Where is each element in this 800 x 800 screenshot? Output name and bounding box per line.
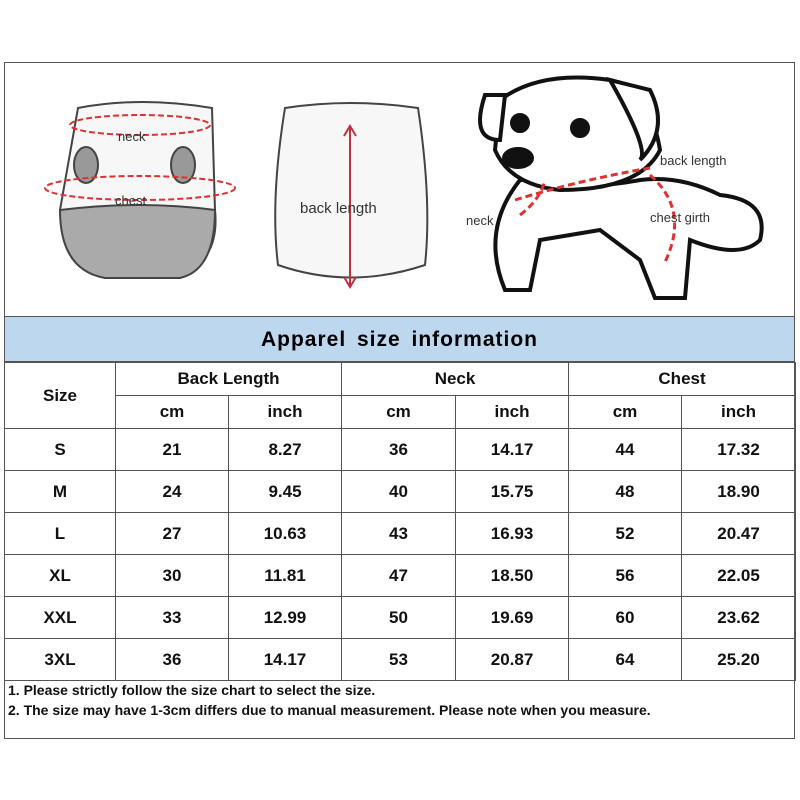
value-cell: 12.99 — [228, 596, 342, 639]
size-cell: M — [4, 470, 116, 513]
dog — [478, 75, 764, 300]
size-cell: S — [4, 428, 116, 471]
value-cell: 48 — [568, 470, 683, 513]
group-header: Chest — [568, 362, 797, 396]
value-cell: 22.05 — [681, 554, 797, 597]
header-cell: Size — [4, 362, 116, 429]
unit-row: cm inch cm inch cm inch — [5, 395, 797, 429]
label: chest girth — [650, 210, 710, 225]
table-title: Apparel size information — [4, 316, 795, 362]
data-row: L 27 10.63 43 16.93 52 20.47 — [4, 512, 797, 555]
vest-front — [44, 101, 236, 279]
value-cell: 47 — [341, 554, 456, 597]
value-cell: 44 — [568, 428, 683, 471]
value-cell: 64 — [568, 638, 683, 681]
value-cell: 40 — [341, 470, 456, 513]
value-cell: 21 — [115, 428, 229, 471]
value-cell: 25.20 — [681, 638, 797, 681]
value-cell: 17.32 — [681, 428, 797, 471]
unit-header: inch — [454, 395, 570, 429]
label: back length — [300, 200, 377, 217]
group-header: Back Length — [115, 362, 342, 396]
unit-header: cm — [568, 395, 683, 429]
size-cell: 3XL — [4, 638, 116, 681]
value-cell: 18.90 — [681, 470, 797, 513]
value-cell: 43 — [341, 512, 456, 555]
size-cell: L — [4, 512, 116, 555]
value-cell: 27 — [115, 512, 229, 555]
value-cell: 60 — [568, 596, 683, 639]
value-cell: 33 — [115, 596, 229, 639]
data-row: S 21 8.27 36 14.17 44 17.32 — [4, 428, 797, 471]
value-cell: 56 — [568, 554, 683, 597]
vest-back — [274, 102, 429, 289]
value-cell: 52 — [568, 512, 683, 555]
value-cell: 24 — [115, 470, 229, 513]
group-header: Neck — [340, 362, 570, 396]
value-cell: 23.62 — [681, 596, 797, 639]
unit-header: inch — [228, 395, 342, 429]
label: chest — [115, 193, 146, 208]
notes: 1. Please strictly follow the size chart… — [8, 680, 651, 720]
value-cell: 36 — [341, 428, 456, 471]
note: 1. Please strictly follow the size chart… — [8, 682, 376, 698]
note: 2. The size may have 1-3cm differs due t… — [8, 702, 651, 718]
value-cell: 20.87 — [454, 638, 570, 681]
value-cell: 16.93 — [454, 512, 570, 555]
value-cell: 50 — [341, 596, 456, 639]
value-cell: 20.47 — [681, 512, 797, 555]
data-row: M 24 9.45 40 15.75 48 18.90 — [4, 470, 797, 513]
value-cell: 11.81 — [228, 554, 342, 597]
data-row: 3XL 36 14.17 53 20.87 64 25.20 — [4, 638, 797, 681]
size-table: Size Back Length Neck Chest cm inch cm inch cm in… — [4, 362, 797, 681]
value-cell: 14.17 — [228, 638, 342, 681]
label: neck — [466, 213, 494, 228]
illustrations: neck chest back length back length neck … — [44, 75, 764, 300]
size-cell: XXL — [4, 596, 116, 639]
value-cell: 10.63 — [228, 512, 342, 555]
unit-header: cm — [115, 395, 229, 429]
value-cell: 19.69 — [454, 596, 570, 639]
value-cell: 15.75 — [454, 470, 570, 513]
unit-header: inch — [681, 395, 797, 429]
value-cell: 36 — [115, 638, 229, 681]
value-cell: 30 — [115, 554, 229, 597]
value-cell: 8.27 — [228, 428, 342, 471]
value-cell: 18.50 — [454, 554, 570, 597]
value-cell: 53 — [341, 638, 456, 681]
header-row: Size Back Length Neck Chest — [4, 362, 797, 429]
data-row: XXL 33 12.99 50 19.69 60 23.62 — [4, 596, 797, 639]
data-row: XL 30 11.81 47 18.50 56 22.05 — [4, 554, 797, 597]
value-cell: 14.17 — [454, 428, 570, 471]
size-cell: XL — [4, 554, 116, 597]
label: neck — [118, 129, 146, 144]
label: back length — [660, 153, 727, 168]
value-cell: 9.45 — [228, 470, 342, 513]
unit-header: cm — [341, 395, 456, 429]
